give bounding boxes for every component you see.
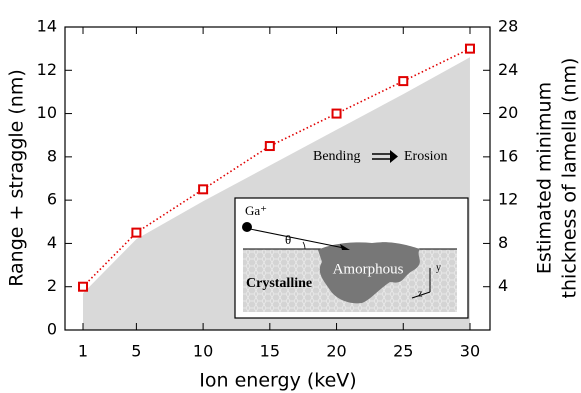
y-tick-label: 10	[37, 103, 57, 122]
amorphous-label: Amorphous	[333, 261, 404, 277]
x-tick-label: 10	[193, 342, 213, 361]
x-tick-label: 5	[131, 342, 141, 361]
y2-axis-title: thickness of lamella (nm)	[559, 58, 581, 299]
y2-tick-label: 12	[498, 190, 518, 209]
y-tick-label: 2	[47, 276, 57, 295]
marker	[464, 43, 475, 54]
angle-label: θ	[285, 232, 291, 247]
y-tick-label: 12	[37, 60, 57, 79]
inset: Ga⁺ θ Amorphous Crystalline y z	[234, 197, 469, 319]
z-axis-label: z	[418, 288, 423, 299]
x-tick-label: 20	[326, 342, 346, 361]
erosion-label: Erosion	[404, 149, 448, 164]
marker	[131, 227, 142, 238]
ion-label: Ga⁺	[245, 203, 267, 218]
marker	[78, 281, 89, 292]
y-tick-label: 8	[47, 146, 57, 165]
y-tick-label: 6	[47, 190, 57, 209]
y-tick-label: 4	[47, 233, 57, 252]
y2-tick-label: 4	[498, 276, 508, 295]
x-tick-label: 25	[393, 342, 413, 361]
double-arrow	[372, 150, 398, 163]
y-tick-label: 0	[47, 320, 57, 339]
bending-label: Bending	[313, 149, 360, 164]
x-tick-label: 30	[460, 342, 480, 361]
y2-tick-label: 28	[498, 17, 518, 36]
marker	[198, 184, 209, 195]
y2-tick-label: 20	[498, 103, 518, 122]
y2-tick-label: 24	[498, 60, 518, 79]
ion	[242, 222, 252, 232]
marker	[264, 141, 275, 152]
y2-tick-label: 16	[498, 146, 518, 165]
x-axis-title: Ion energy (keV)	[199, 370, 356, 392]
marker	[398, 76, 409, 87]
angle-arc	[302, 241, 306, 250]
x-tick-label: 15	[260, 342, 280, 361]
ion-arrow	[340, 244, 350, 250]
amorphous-region	[318, 242, 420, 304]
crystalline-label: Crystalline	[246, 276, 312, 291]
y2-tick-label: 8	[498, 233, 508, 252]
z-arrow	[411, 291, 431, 299]
plot-frame	[64, 26, 491, 331]
marker	[331, 108, 342, 119]
x-tick-label: 1	[78, 342, 88, 361]
y2-axis-title: Estimated minimum	[534, 82, 556, 274]
y-axis-label: y	[436, 262, 441, 273]
ion-path	[249, 228, 345, 249]
y-axis-title: Range + straggle (nm)	[6, 69, 28, 287]
y-tick-label: 14	[37, 17, 57, 36]
